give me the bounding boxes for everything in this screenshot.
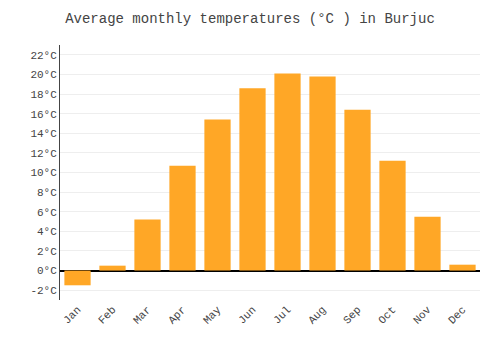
svg-text:16°C: 16°C <box>30 109 57 121</box>
svg-text:22°C: 22°C <box>30 50 57 62</box>
svg-text:Apr: Apr <box>166 304 188 326</box>
svg-text:0°C: 0°C <box>37 265 57 277</box>
svg-text:Oct: Oct <box>376 304 398 326</box>
svg-text:-2°C: -2°C <box>30 285 57 297</box>
svg-text:Average monthly temperatures (: Average monthly temperatures (°C ) in Bu… <box>65 11 435 27</box>
svg-text:12°C: 12°C <box>30 148 57 160</box>
svg-text:May: May <box>201 304 224 327</box>
svg-text:Feb: Feb <box>96 304 118 326</box>
svg-text:10°C: 10°C <box>30 167 57 179</box>
svg-text:Jun: Jun <box>236 304 258 326</box>
svg-text:2°C: 2°C <box>37 246 57 258</box>
svg-text:20°C: 20°C <box>30 69 57 81</box>
svg-text:Nov: Nov <box>411 304 434 327</box>
svg-text:Aug: Aug <box>306 304 328 326</box>
svg-text:Dec: Dec <box>446 304 468 326</box>
svg-text:Sep: Sep <box>341 304 363 326</box>
svg-text:6°C: 6°C <box>37 207 57 219</box>
svg-text:4°C: 4°C <box>37 226 57 238</box>
svg-text:Jan: Jan <box>61 304 83 326</box>
svg-text:14°C: 14°C <box>30 128 57 140</box>
svg-text:18°C: 18°C <box>30 89 57 101</box>
svg-text:Mar: Mar <box>131 304 153 326</box>
svg-text:Jul: Jul <box>271 304 293 326</box>
svg-text:8°C: 8°C <box>37 187 57 199</box>
